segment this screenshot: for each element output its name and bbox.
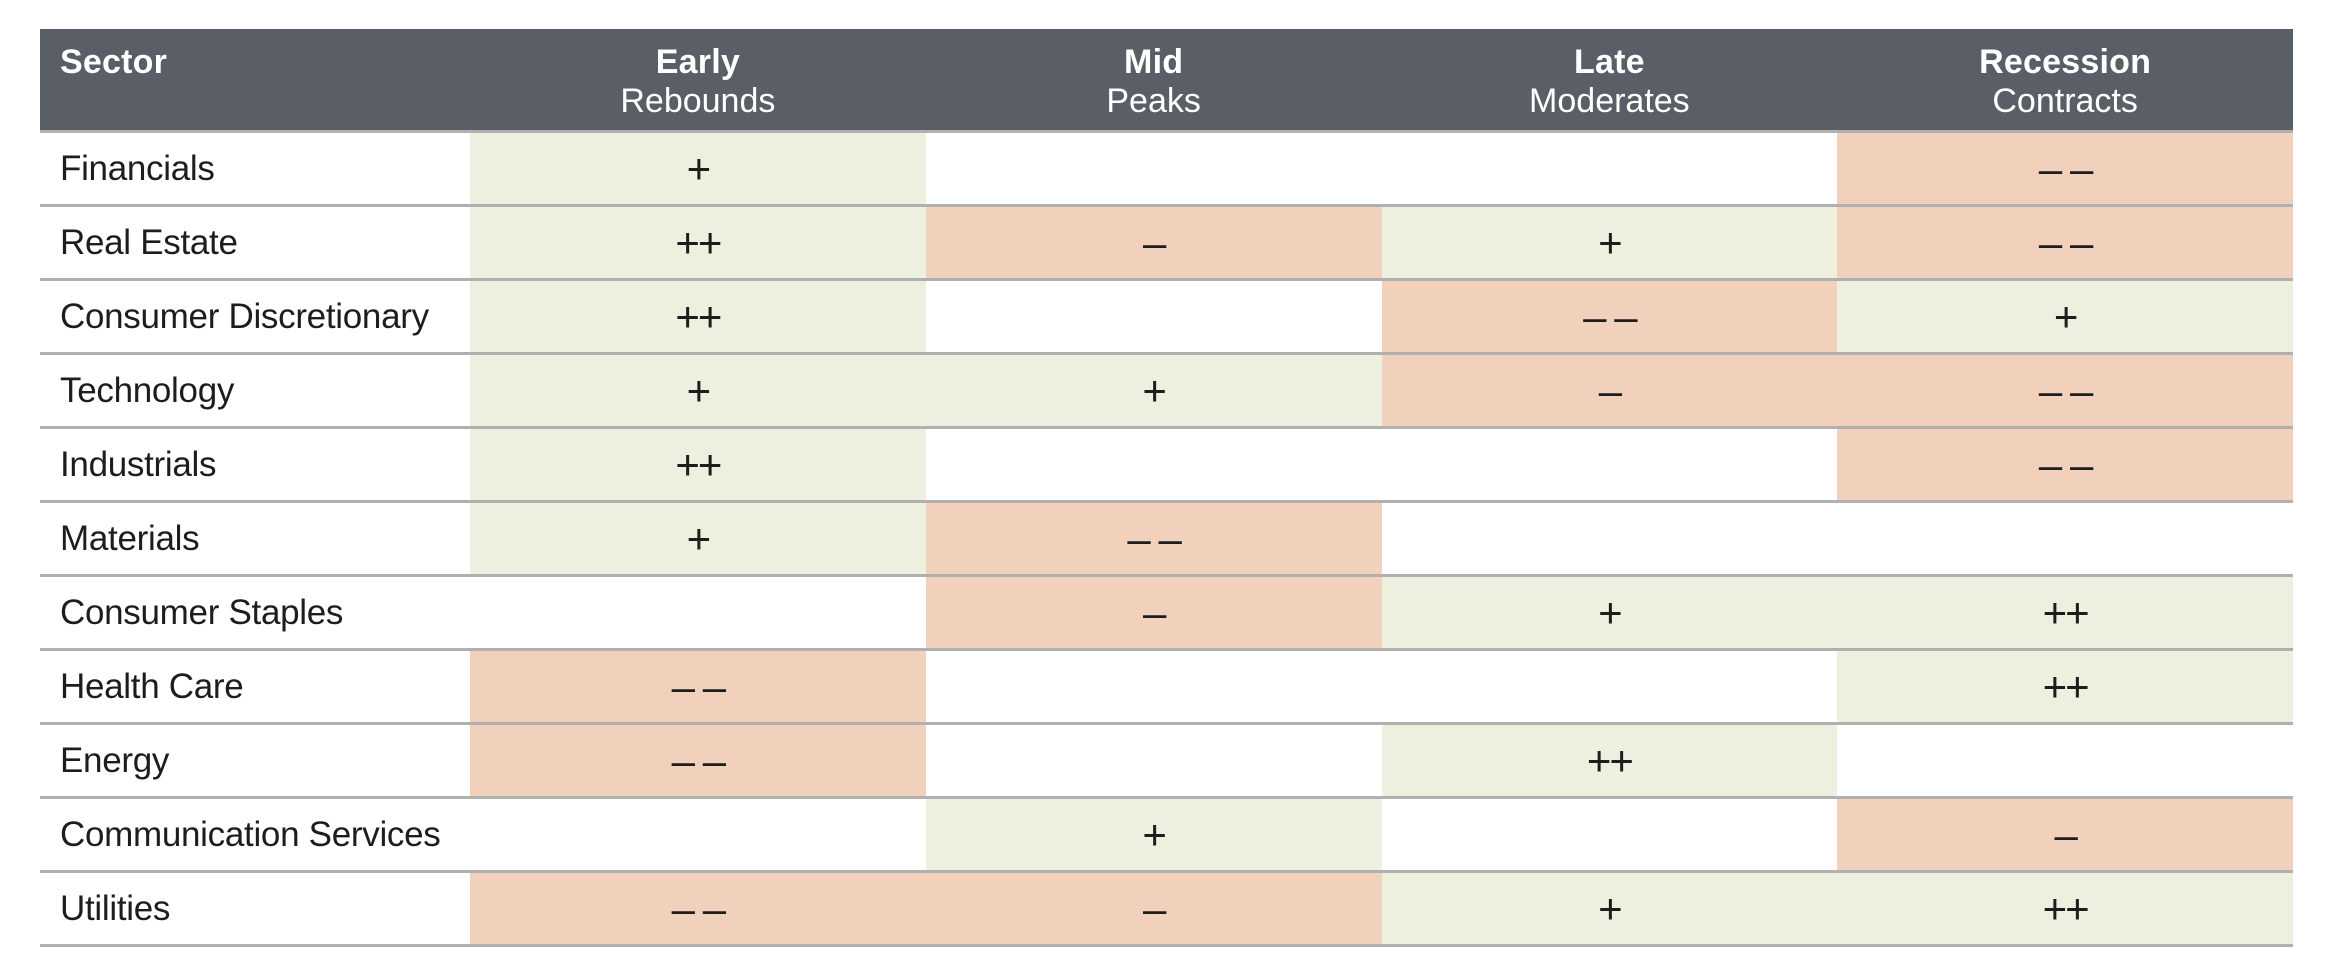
phase-cell: + <box>1381 873 1838 944</box>
phase-cell: ++ <box>1837 873 2293 944</box>
phase-cell: – – <box>1837 207 2293 278</box>
sector-name: Technology <box>60 370 235 410</box>
sector-name: Communication Services <box>60 814 441 854</box>
phase-cell: + <box>1381 207 1838 278</box>
phase-cell <box>926 281 1382 352</box>
phase-cell: – <box>1837 799 2293 870</box>
header-cell-sector: Sector <box>40 29 470 130</box>
sector-name: Consumer Discretionary <box>60 296 429 336</box>
sector-name: Financials <box>60 148 215 188</box>
phase-subtitle: Contracts <box>1992 82 2138 120</box>
phase-cell: – – <box>470 873 926 944</box>
sector-name: Utilities <box>60 888 171 928</box>
phase-cell <box>926 651 1382 722</box>
table-row-industrials: Industrials ++ – – <box>40 429 2293 503</box>
header-cell-early: Early Rebounds <box>470 29 926 130</box>
phase-cell <box>1382 429 1838 500</box>
table-row-materials: Materials + – – <box>40 503 2293 577</box>
phase-cell: – – <box>1837 133 2293 204</box>
phase-cell: – – <box>1837 355 2293 426</box>
phase-cell <box>470 577 926 648</box>
sector-name: Consumer Staples <box>60 592 344 632</box>
phase-cell <box>926 429 1382 500</box>
phase-title: Recession <box>1979 43 2152 81</box>
phase-cell: ++ <box>470 207 926 278</box>
table-row-health-care: Health Care – – ++ <box>40 651 2293 725</box>
table-header-row: Sector Early Rebounds Mid Peaks Late Mod… <box>40 29 2293 133</box>
table-row-communication-services: Communication Services + – <box>40 799 2293 873</box>
phase-cell: ++ <box>470 429 926 500</box>
phase-cell: + <box>470 133 926 204</box>
phase-cell: – <box>925 873 1382 944</box>
phase-cell: – – <box>1837 429 2293 500</box>
header-cell-late: Late Moderates <box>1382 29 1838 130</box>
phase-cell: – – <box>1381 281 1838 352</box>
phase-cell: – – <box>925 503 1382 574</box>
table-row-consumer-staples: Consumer Staples – + ++ <box>40 577 2293 651</box>
phase-cell <box>1382 503 1838 574</box>
phase-cell <box>926 725 1382 796</box>
phase-cell <box>1382 133 1838 204</box>
phase-cell: – – <box>470 651 926 722</box>
phase-title: Early <box>655 43 740 81</box>
phase-cell: – <box>925 207 1382 278</box>
phase-cell: + <box>1381 577 1838 648</box>
sector-name: Materials <box>60 518 200 558</box>
sector-name: Industrials <box>60 444 217 484</box>
phase-cell: ++ <box>1837 651 2293 722</box>
phase-cell <box>470 799 926 870</box>
phase-cell: + <box>1837 281 2293 352</box>
sector-header-label: Sector <box>60 43 168 81</box>
phase-cell: ++ <box>470 281 926 352</box>
phase-cell: – – <box>470 725 926 796</box>
phase-cell: ++ <box>1837 577 2293 648</box>
phase-cell: + <box>925 799 1382 870</box>
phase-subtitle: Peaks <box>1106 82 1201 120</box>
header-cell-mid: Mid Peaks <box>926 29 1382 130</box>
phase-cell: – <box>1381 355 1838 426</box>
phase-cell <box>1837 725 2293 796</box>
phase-cell <box>1837 503 2293 574</box>
phase-cell: + <box>470 355 926 426</box>
sector-name: Health Care <box>60 666 244 706</box>
sector-cycle-table: Sector Early Rebounds Mid Peaks Late Mod… <box>40 29 2293 947</box>
phase-subtitle: Rebounds <box>620 82 776 120</box>
sector-name: Energy <box>60 740 170 780</box>
table-row-financials: Financials + – – <box>40 133 2293 207</box>
table-row-real-estate: Real Estate ++ – + – – <box>40 207 2293 281</box>
table-row-technology: Technology + + – – – <box>40 355 2293 429</box>
phase-title: Mid <box>1124 43 1184 81</box>
phase-cell: + <box>470 503 926 574</box>
phase-cell <box>1382 799 1838 870</box>
phase-cell: – <box>925 577 1382 648</box>
phase-cell: ++ <box>1381 725 1838 796</box>
phase-cell <box>926 133 1382 204</box>
header-cell-recession: Recession Contracts <box>1837 29 2293 130</box>
phase-title: Late <box>1574 43 1645 81</box>
table-row-consumer-discretionary: Consumer Discretionary ++ – – + <box>40 281 2293 355</box>
table-row-utilities: Utilities – – – + ++ <box>40 873 2293 947</box>
phase-subtitle: Moderates <box>1529 82 1690 120</box>
table-row-energy: Energy – – ++ <box>40 725 2293 799</box>
sector-name: Real Estate <box>60 222 238 262</box>
phase-cell <box>1382 651 1838 722</box>
phase-cell: + <box>925 355 1382 426</box>
